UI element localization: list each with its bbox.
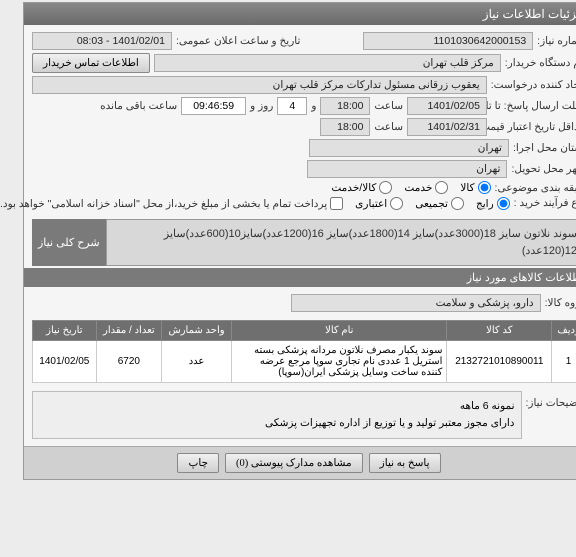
cell-code: 2132721010890011 <box>426 341 531 383</box>
th-code: کد کالا <box>426 321 531 341</box>
description-label: شرح کلی نیاز <box>11 219 85 266</box>
deadline-label: مهلت ارسال پاسخ: تا تاریخ: <box>470 100 565 112</box>
creator-label: ایجاد کننده درخواست: <box>470 79 565 91</box>
delivery-field: تهران <box>286 160 486 178</box>
radio-opt1-label: رایج <box>455 198 473 210</box>
buyer-field: مرکز قلب تهران <box>133 54 480 72</box>
announce-label: تاریخ و ساعت اعلان عمومی: <box>155 35 279 47</box>
group-label: گروه کالا: <box>524 297 565 309</box>
validity-date-field: 1401/02/31 <box>386 118 466 136</box>
notes-line2: دارای مجوز معتبر تولید و یا توزیع از ادا… <box>18 415 494 432</box>
notes-line1: نمونه 6 ماهه <box>18 398 494 415</box>
notes-label: توضیحات نیاز: <box>505 391 566 409</box>
time-label-1: ساعت <box>353 100 382 112</box>
reply-button[interactable]: پاسخ به نیاز <box>348 453 420 473</box>
cell-qty: 6720 <box>75 341 140 383</box>
page-header: جزئیات اطلاعات نیاز <box>3 3 573 25</box>
th-date: تاریخ نیاز <box>12 321 76 341</box>
page-title: جزئیات اطلاعات نیاز <box>462 7 563 21</box>
need-number-field: 1101030642000153 <box>342 32 512 50</box>
radio-opt2-label: تجمیعی <box>394 198 427 210</box>
radio-opt2[interactable] <box>430 197 443 210</box>
attachments-button[interactable]: مشاهده مدارک پیوستی (0) <box>204 453 342 473</box>
payment-note: پرداخت تمام یا بخشی از مبلغ خرید،از محل … <box>0 198 306 210</box>
radio-service[interactable] <box>414 181 427 194</box>
th-qty: تعداد / مقدار <box>75 321 140 341</box>
process-radio-group: رایج تجمیعی اعتباری <box>334 197 488 210</box>
radio-goods-label: کالا <box>439 182 453 194</box>
contact-buyer-button[interactable]: اطلاعات تماس خریدار <box>11 53 129 73</box>
remaining-label: ساعت باقی مانده <box>79 100 156 112</box>
time-label-2: ساعت <box>353 121 382 133</box>
deadline-time-field: 18:00 <box>299 97 349 115</box>
cell-unit: عدد <box>141 341 211 383</box>
remaining-field: 09:46:59 <box>160 97 225 115</box>
cell-date: 1401/02/05 <box>12 341 76 383</box>
radio-both-label: کالا/خدمت <box>310 182 355 194</box>
radio-both[interactable] <box>358 181 371 194</box>
table-header-row: ردیف کد کالا نام کالا واحد شمارش تعداد /… <box>12 321 565 341</box>
validity-label: حداقل تاریخ اعتبار قیمت: تا تاریخ: <box>470 121 565 133</box>
th-unit: واحد شمارش <box>141 321 211 341</box>
notes-box: نمونه 6 ماهه دارای مجوز معتبر تولید و یا… <box>11 391 501 439</box>
description-text: سوند نلاتون سایز 18(3000عدد)سایز 14(1800… <box>143 228 556 257</box>
cell-name: سوند یکبار مصرف نلاتون مردانه پزشکی بسته… <box>211 341 426 383</box>
and-label: و <box>290 100 295 112</box>
th-name: نام کالا <box>211 321 426 341</box>
deadline-date-field: 1401/02/05 <box>386 97 466 115</box>
category-radio-group: کالا خدمت کالا/خدمت <box>310 181 469 194</box>
radio-opt3-label: اعتباری <box>334 198 366 210</box>
table-row: 1 2132721010890011 سوند یکبار مصرف نلاتو… <box>12 341 565 383</box>
items-table: ردیف کد کالا نام کالا واحد شمارش تعداد /… <box>11 320 565 383</box>
footer-buttons: پاسخ به نیاز مشاهده مدارک پیوستی (0) چاپ <box>3 446 573 479</box>
exec-field: تهران <box>288 139 488 157</box>
cell-row: 1 <box>531 341 565 383</box>
radio-opt1[interactable] <box>476 197 489 210</box>
group-field: دارو، پزشکی و سلامت <box>270 294 520 312</box>
exec-label: استان محل اجرا: <box>492 142 565 154</box>
radio-opt3[interactable] <box>369 197 382 210</box>
days-label: روز و <box>229 100 252 112</box>
validity-time-field: 18:00 <box>299 118 349 136</box>
need-number-label: شماره نیاز: <box>516 35 565 47</box>
process-label: نوع فرآیند خرید : <box>493 197 565 209</box>
days-field: 4 <box>256 97 286 115</box>
creator-field: یعقوب زرقانی مسئول تدارکات مرکز قلب تهرا… <box>11 76 466 94</box>
print-button[interactable]: چاپ <box>156 453 198 473</box>
payment-checkbox[interactable] <box>309 197 322 210</box>
buyer-label: نام دستگاه خریدار: <box>484 57 565 69</box>
category-label: طبقه بندی موضوعی: <box>474 182 565 194</box>
radio-goods[interactable] <box>457 181 470 194</box>
items-section-title: اطلاعات کالاهای مورد نیاز <box>3 268 573 287</box>
radio-service-label: خدمت <box>383 182 411 194</box>
announce-field: 1401/02/01 - 08:03 <box>11 32 151 50</box>
th-row: ردیف <box>531 321 565 341</box>
description-box: سوند نلاتون سایز 18(3000عدد)سایز 14(1800… <box>85 219 565 266</box>
delivery-label: شهر محل تحویل: <box>490 163 565 175</box>
